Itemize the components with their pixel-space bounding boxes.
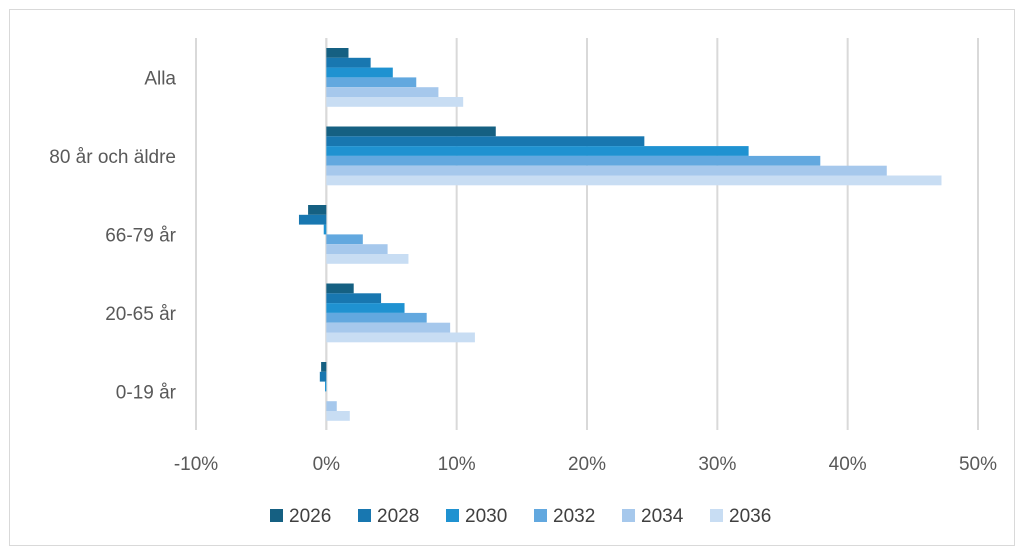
legend-item: 2036: [710, 506, 771, 527]
legend-label: 2028: [377, 506, 419, 527]
gridlines: [195, 38, 979, 430]
bar: [326, 332, 475, 343]
legend-swatch: [710, 509, 723, 522]
category-label: 80 år och äldre: [49, 147, 176, 168]
bars: [298, 48, 942, 421]
bar: [323, 224, 327, 235]
bar: [325, 381, 327, 392]
bar: [326, 57, 371, 68]
legend-item: 2026: [270, 506, 331, 527]
legend-item: 2028: [358, 506, 419, 527]
bar: [326, 48, 349, 58]
bar: [326, 136, 645, 147]
x-tick-label: 0%: [313, 454, 341, 475]
legend: 2026 2028 2030 2032 2034 2036: [270, 506, 771, 527]
bar: [326, 87, 439, 97]
bar: [326, 411, 350, 421]
x-tick-label: 50%: [959, 454, 997, 475]
bar: [326, 283, 354, 294]
bar: [326, 155, 821, 166]
x-tick-label: 40%: [829, 454, 867, 475]
legend-label: 2026: [289, 506, 331, 527]
bar: [326, 312, 427, 323]
bar: [308, 205, 327, 215]
bar: [326, 401, 337, 411]
category-label: 20-65 år: [105, 304, 176, 325]
legend-swatch: [622, 509, 635, 522]
x-axis-tick-labels: -10% 0% 10% 20% 30% 40% 50%: [174, 454, 997, 475]
legend-swatch: [534, 509, 547, 522]
bar: [326, 303, 405, 313]
legend-item: 2030: [446, 506, 507, 527]
x-tick-label: 10%: [438, 454, 476, 475]
bar: [326, 165, 887, 176]
bar: [326, 322, 451, 333]
legend-item: 2032: [534, 506, 595, 527]
bar: [321, 362, 327, 372]
category-label: 66-79 år: [105, 225, 176, 246]
legend-label: 2032: [553, 506, 595, 527]
bar: [326, 67, 393, 78]
legend-swatch: [270, 509, 283, 522]
bar: [326, 254, 409, 264]
bar: [326, 77, 417, 88]
x-tick-label: 30%: [698, 454, 736, 475]
legend-item: 2034: [622, 506, 684, 527]
legend-swatch: [358, 509, 371, 522]
legend-swatch: [446, 509, 459, 522]
bar: [326, 293, 382, 304]
legend-label: 2036: [729, 506, 771, 527]
bar: [326, 234, 363, 245]
bar: [326, 126, 496, 137]
x-tick-label: 20%: [568, 454, 606, 475]
bar: [298, 214, 327, 225]
legend-label: 2030: [465, 506, 507, 527]
x-tick-label: -10%: [174, 454, 218, 475]
bar: [326, 175, 942, 186]
legend-label: 2034: [641, 506, 684, 527]
bar: [326, 146, 749, 156]
category-labels: Alla 80 år och äldre 66-79 år 20-65 år 0-19 …: [49, 68, 176, 403]
bar: [326, 244, 388, 254]
category-label: Alla: [144, 68, 176, 89]
bar: [319, 371, 327, 382]
bar: [326, 97, 464, 107]
category-label: 0-19 år: [116, 382, 177, 403]
